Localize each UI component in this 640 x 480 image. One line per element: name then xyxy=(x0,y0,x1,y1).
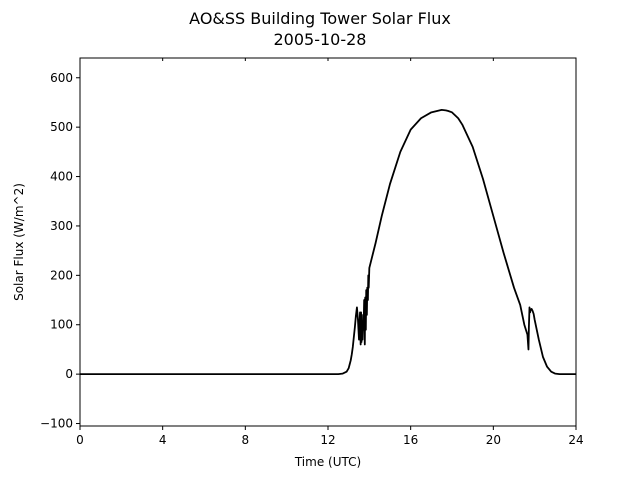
chart-subtitle: 2005-10-28 xyxy=(274,30,367,49)
y-tick-label: −100 xyxy=(40,417,73,431)
x-tick-label: 20 xyxy=(486,433,501,447)
y-tick-label: 200 xyxy=(50,268,73,282)
y-tick-label: 0 xyxy=(65,367,73,381)
chart-title: AO&SS Building Tower Solar Flux xyxy=(189,9,451,28)
x-tick-label: 4 xyxy=(159,433,167,447)
plot-frame xyxy=(79,57,577,427)
x-tick-label: 8 xyxy=(242,433,250,447)
x-tick-label: 12 xyxy=(320,433,335,447)
x-tick-label: 0 xyxy=(76,433,84,447)
x-tick-label: 16 xyxy=(403,433,418,447)
y-tick-label: 600 xyxy=(50,71,73,85)
y-tick-label: 300 xyxy=(50,219,73,233)
y-axis-label: Solar Flux (W/m^2) xyxy=(12,183,26,301)
y-tick-label: 400 xyxy=(50,170,73,184)
y-tick-label: 100 xyxy=(50,318,73,332)
solar-flux-line xyxy=(80,108,576,376)
x-tick-label: 24 xyxy=(568,433,583,447)
y-tick-label: 500 xyxy=(50,120,73,134)
x-axis-label: Time (UTC) xyxy=(294,455,361,469)
